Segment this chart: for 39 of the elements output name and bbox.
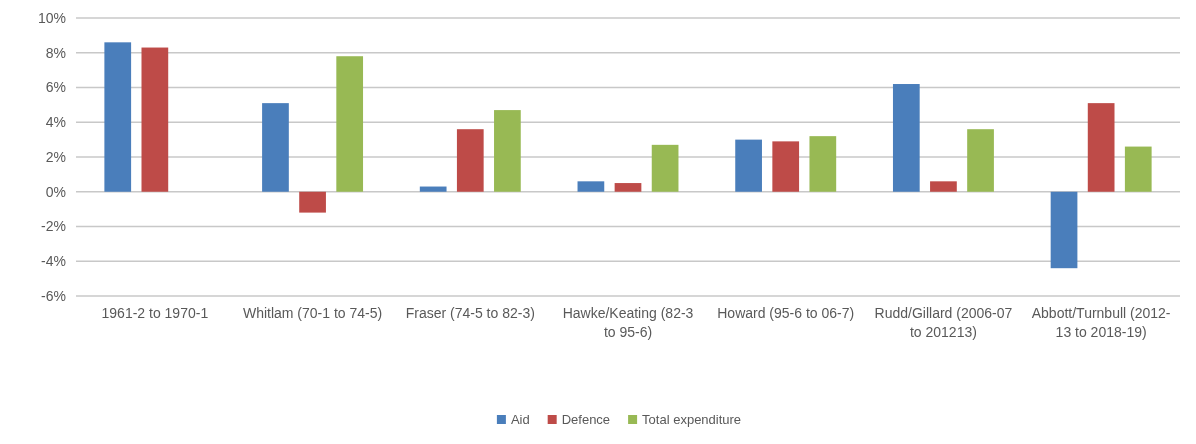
x-tick-label: 1961-2 to 1970-1 xyxy=(101,305,209,321)
x-tick-label: Fraser (74-5 to 82-3) xyxy=(405,305,535,321)
y-tick-label: -2% xyxy=(41,218,66,235)
x-tick-label: Whitlam (70-1 to 74-5) xyxy=(242,305,383,321)
bar xyxy=(336,56,364,192)
bar xyxy=(651,144,679,192)
y-tick-label: 8% xyxy=(45,44,66,61)
bar xyxy=(299,191,326,213)
legend-label: Defence xyxy=(561,412,611,427)
bar xyxy=(967,129,994,192)
bar xyxy=(1124,146,1152,192)
bar xyxy=(772,141,800,192)
bar xyxy=(614,183,642,192)
bar xyxy=(892,84,920,192)
x-tick-label: Hawke/Keating (82-3 to 95-6) xyxy=(562,305,694,340)
bar xyxy=(809,136,837,192)
bar xyxy=(456,129,484,192)
y-tick-label: 0% xyxy=(45,183,66,200)
bar xyxy=(419,186,447,192)
bar xyxy=(577,181,605,192)
y-tick-label: 2% xyxy=(45,148,66,165)
bar xyxy=(494,110,521,192)
legend-label: Aid xyxy=(510,412,530,427)
x-tick-label: Abbott/Turnbull (2012-13 to 2018-19) xyxy=(1031,305,1171,340)
bar xyxy=(930,181,957,192)
y-tick-label: -4% xyxy=(41,253,66,270)
bar xyxy=(1087,103,1115,192)
x-tick-label: Rudd/Gillard (2006-07 to 201213) xyxy=(874,305,1013,340)
y-tick-label: 10% xyxy=(37,9,66,26)
bar xyxy=(1050,191,1078,269)
bar xyxy=(262,103,289,192)
bar xyxy=(141,47,169,192)
x-tick-label: Howard (95-6 to 06-7) xyxy=(717,305,855,321)
bar xyxy=(735,139,762,192)
y-tick-label: 4% xyxy=(45,114,66,131)
y-tick-label: -6% xyxy=(41,287,66,304)
bar xyxy=(104,42,132,192)
legend-label: Total expenditure xyxy=(642,412,742,427)
y-tick-label: 6% xyxy=(45,79,66,96)
